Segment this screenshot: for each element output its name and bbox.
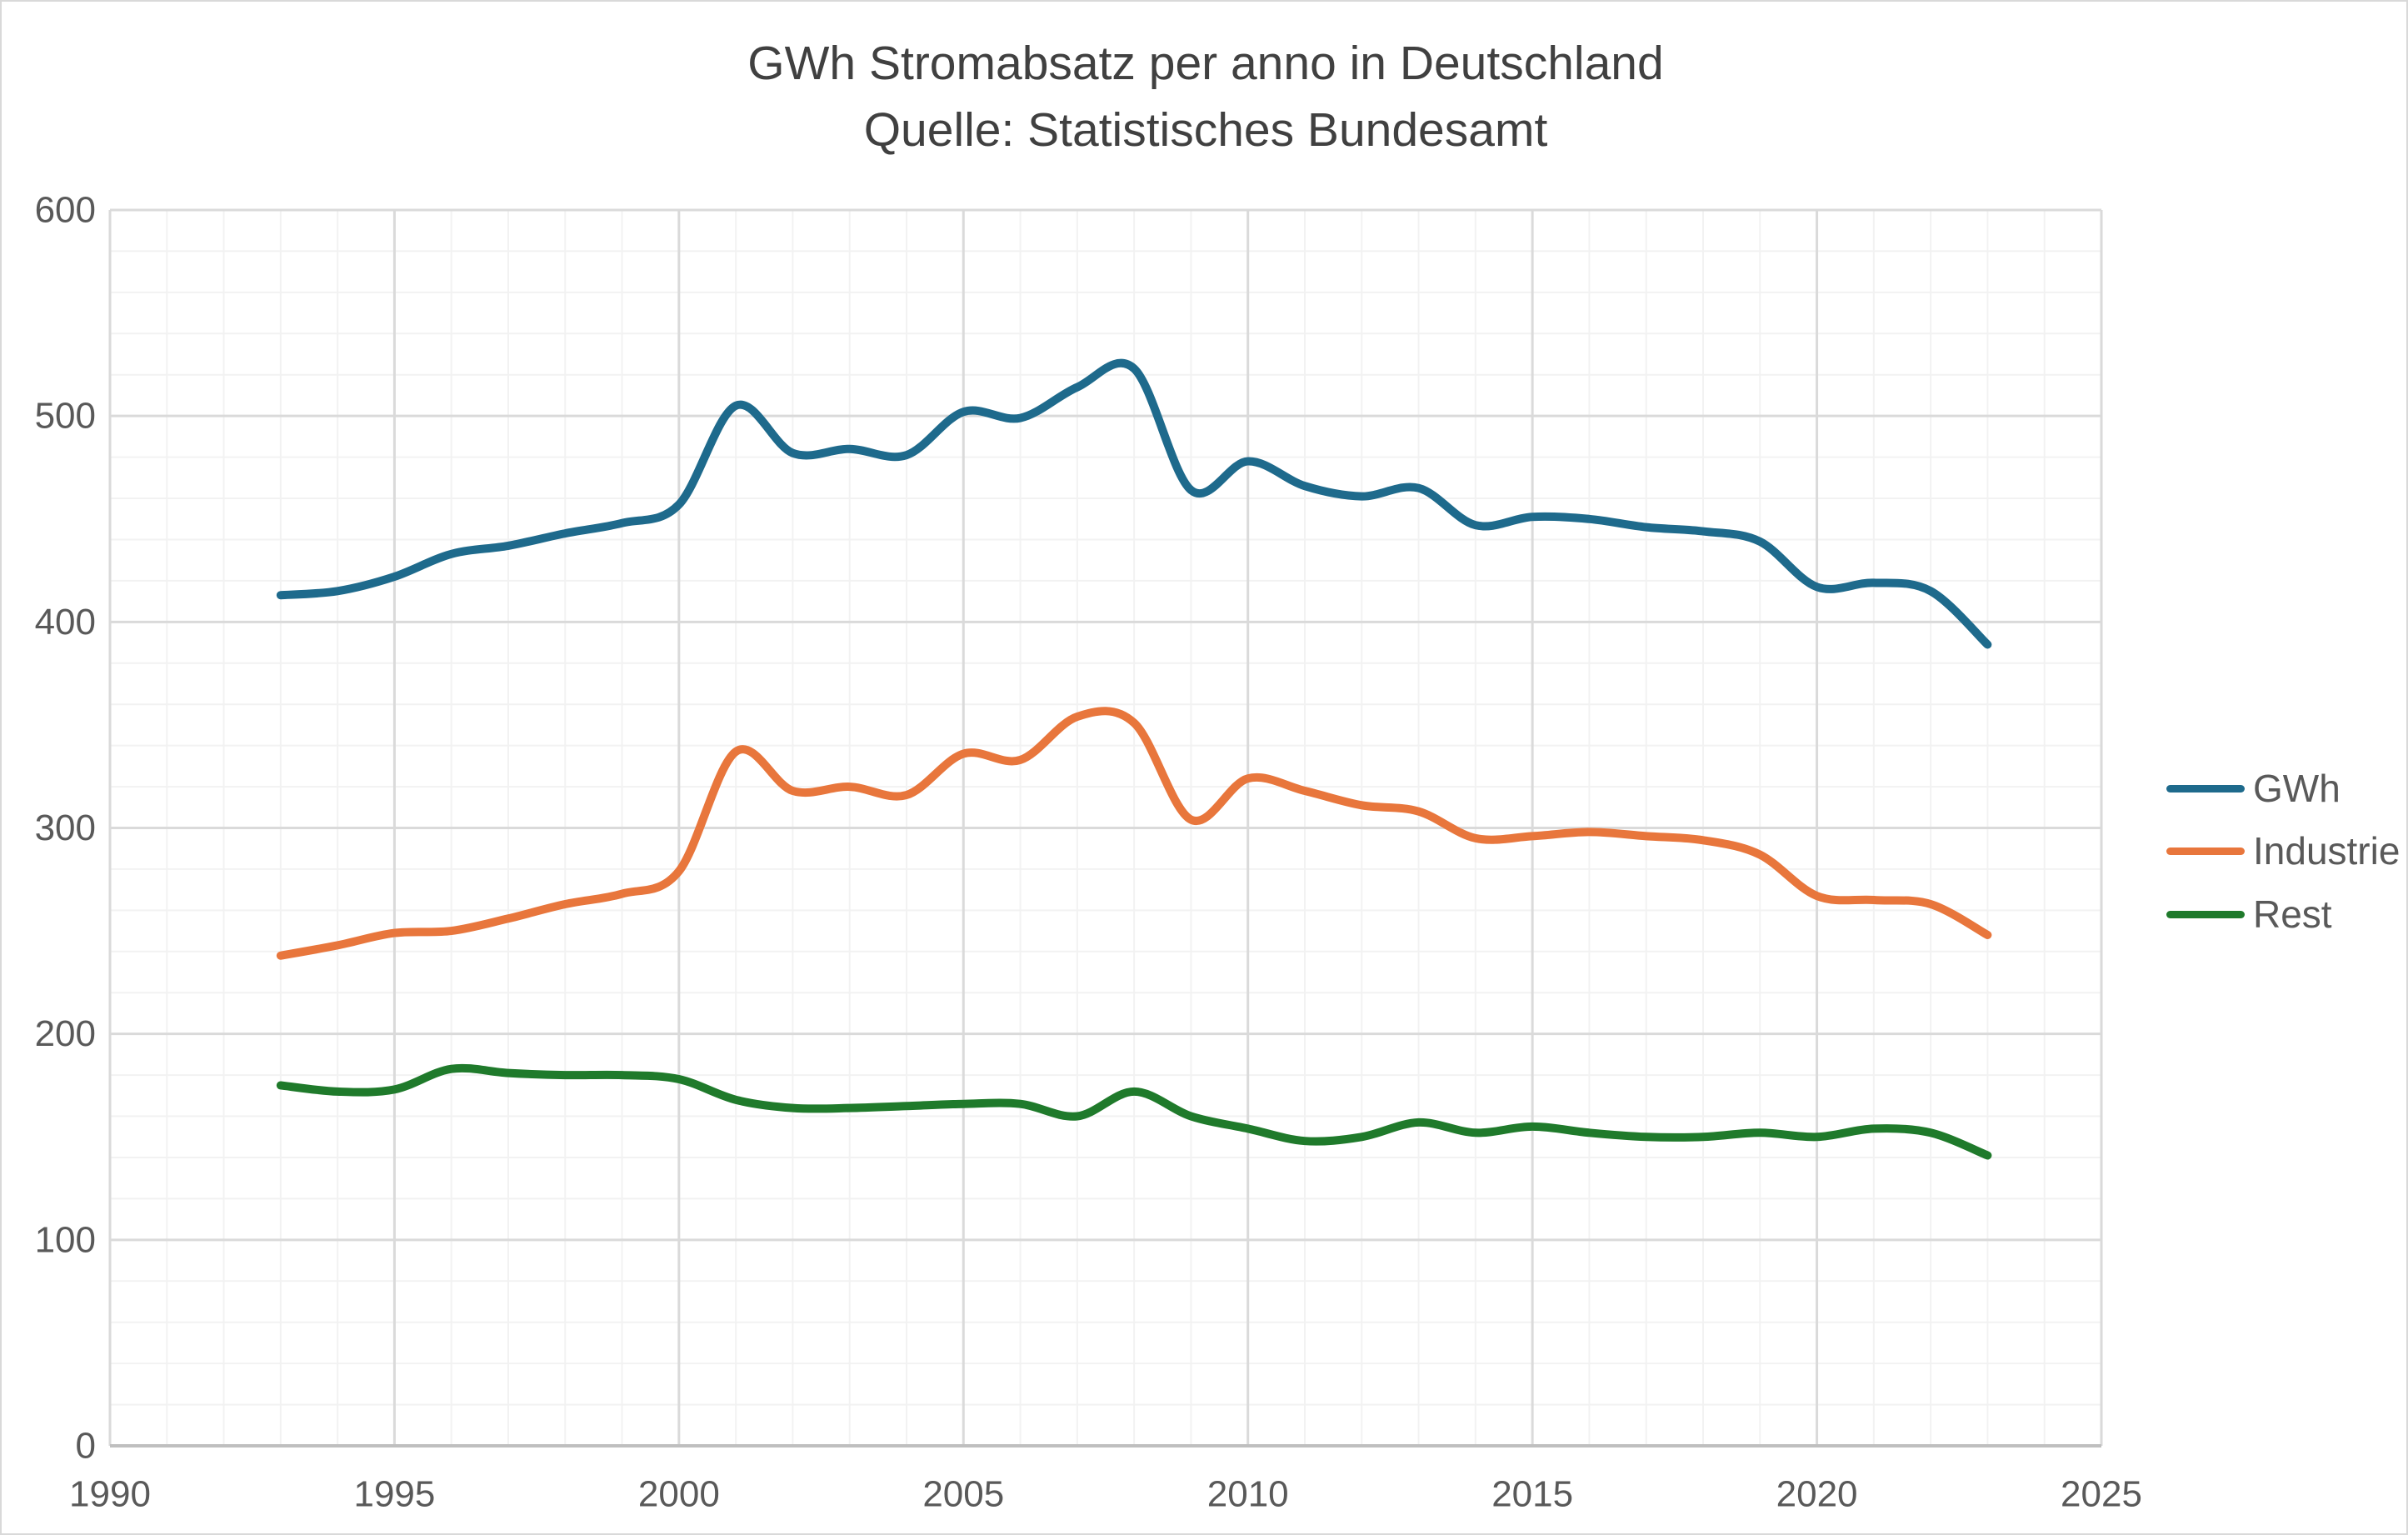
legend-item-industrie: Industrie (2166, 829, 2401, 872)
y-tick-label: 100 (35, 1219, 96, 1260)
x-axis-tick-labels: 1990 1995 2000 2005 2010 2015 2020 2025 (69, 1474, 2142, 1515)
chart-title-line2: Quelle: Statistisches Bundesamt (863, 103, 1548, 157)
series-line-rest (276, 1063, 1992, 1160)
series-line-gwh (276, 358, 1992, 649)
y-tick-label: 600 (35, 190, 96, 231)
legend-item-gwh: GWh (2166, 767, 2341, 810)
x-tick-label: 1990 (69, 1474, 151, 1515)
chart-title-line1: GWh Stromabsatz per anno in Deutschland (747, 37, 1664, 90)
y-axis-tick-labels: 0 100 200 300 400 500 600 (35, 190, 96, 1467)
y-tick-label: 0 (76, 1426, 96, 1467)
series-line-industrie (276, 707, 1992, 960)
legend-swatch-gwh (2166, 784, 2245, 792)
legend-label-industrie: Industrie (2253, 829, 2401, 872)
y-tick-label: 400 (35, 602, 96, 642)
x-tick-label: 2015 (1491, 1474, 1573, 1515)
legend-item-rest: Rest (2166, 892, 2332, 936)
y-tick-label: 200 (35, 1013, 96, 1054)
legend-label-rest: Rest (2253, 892, 2332, 936)
series-lines (276, 358, 1992, 1160)
legend-swatch-industrie (2166, 847, 2245, 855)
x-tick-label: 2020 (1776, 1474, 1858, 1515)
gridlines-major (108, 208, 2103, 1446)
x-tick-label: 2005 (922, 1474, 1004, 1515)
x-tick-label: 2000 (638, 1474, 720, 1515)
legend-swatch-rest (2166, 910, 2245, 918)
y-tick-label: 500 (35, 396, 96, 437)
x-tick-label: 2025 (2061, 1474, 2142, 1515)
chart-title: GWh Stromabsatz per anno in Deutschland … (2, 30, 2406, 163)
x-tick-label: 1995 (353, 1474, 435, 1515)
x-tick-label: 2010 (1207, 1474, 1289, 1515)
y-tick-label: 300 (35, 808, 96, 848)
legend-label-gwh: GWh (2253, 767, 2341, 810)
